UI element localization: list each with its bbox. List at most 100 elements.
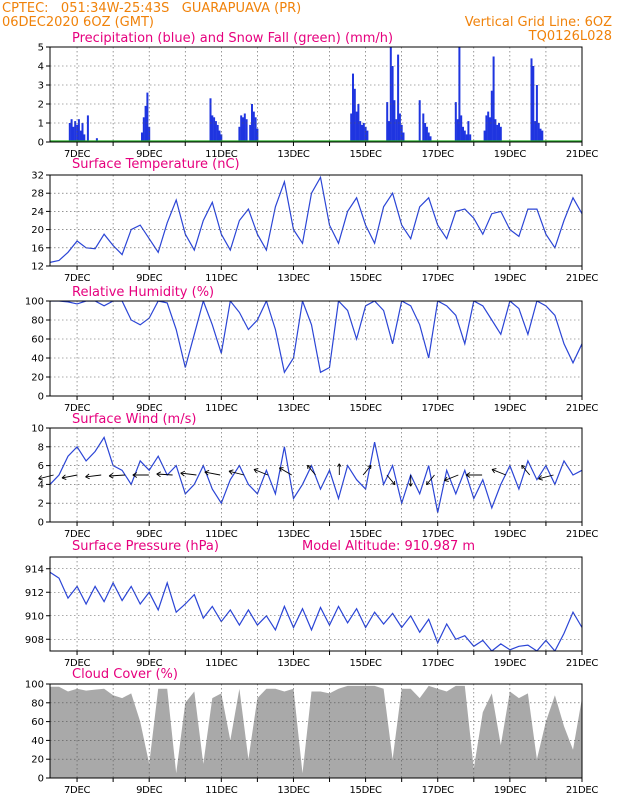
series-line	[50, 177, 582, 262]
rain-bar	[464, 131, 466, 142]
rain-bar	[363, 123, 365, 142]
x-tick-label: 17DEC	[422, 149, 455, 160]
x-tick-label: 11DEC	[205, 403, 238, 414]
cloud-area	[50, 686, 582, 778]
y-tick-label: 12	[31, 262, 44, 273]
y-tick-label: 8	[38, 442, 44, 453]
rain-bar	[392, 66, 394, 142]
x-tick-label: 7DEC	[64, 785, 90, 796]
rain-bar	[536, 85, 538, 142]
rain-bar	[146, 93, 148, 142]
header-date: 06DEC2020 6OZ (GMT)	[2, 15, 154, 30]
rain-bar	[422, 114, 424, 143]
header-grid-note: Vertical Grid Line: 6OZ	[465, 15, 612, 30]
rain-bar	[240, 115, 242, 142]
y-tick-label: 100	[25, 680, 44, 691]
wind-arrow	[109, 475, 125, 476]
rain-bar	[246, 119, 248, 142]
rain-bar	[496, 125, 498, 142]
rain-bar	[462, 127, 464, 142]
rain-bar	[399, 114, 401, 143]
rain-bar	[352, 74, 354, 142]
wind-arrow-head	[62, 478, 66, 480]
rain-bar	[244, 114, 246, 143]
rain-bar	[249, 125, 251, 142]
x-tick-label: 15DEC	[349, 149, 382, 160]
x-tick-label: 17DEC	[422, 658, 455, 669]
rain-bar	[493, 57, 495, 143]
rain-bar	[498, 123, 500, 142]
y-tick-label: 100	[25, 297, 44, 308]
x-tick-label: 17DEC	[422, 785, 455, 796]
rain-bar	[350, 114, 352, 143]
y-tick-label: 908	[25, 635, 44, 646]
x-tick-label: 17DEC	[422, 273, 455, 284]
rain-bar	[215, 121, 217, 142]
rain-bar	[531, 58, 533, 142]
x-tick-label: 15DEC	[349, 273, 382, 284]
data-layer	[50, 686, 582, 778]
rain-bar	[359, 121, 361, 142]
rain-bar	[361, 125, 363, 142]
x-tick-label: 11DEC	[205, 658, 238, 669]
x-tick-label: 13DEC	[277, 658, 310, 669]
y-tick-label: 914	[25, 564, 44, 575]
rain-bar	[455, 102, 457, 142]
y-tick-label: 60	[31, 717, 44, 728]
rain-bar	[238, 127, 240, 142]
y-tick-label: 4	[38, 62, 44, 73]
x-tick-label: 21DEC	[566, 529, 599, 540]
rain-bar	[457, 119, 459, 142]
panel-title: Surface Wind (m/s)	[72, 412, 196, 427]
y-tick-label: 1	[38, 119, 44, 130]
x-tick-label: 15DEC	[349, 403, 382, 414]
y-tick-label: 16	[31, 243, 44, 254]
panel-title: Precipitation (blue) and Snow Fall (gree…	[72, 31, 393, 46]
x-tick-label: 19DEC	[494, 149, 527, 160]
rain-bar	[255, 117, 257, 142]
rain-bar	[242, 117, 244, 142]
rain-bar	[485, 115, 487, 142]
data-layer	[50, 177, 582, 262]
panel-frame	[50, 175, 582, 266]
y-tick-label: 40	[31, 354, 44, 365]
rain-bar	[534, 121, 536, 142]
rain-bar	[72, 127, 74, 142]
rain-bar	[538, 123, 540, 142]
rain-bar	[484, 131, 486, 142]
rain-bar	[71, 119, 73, 142]
grid	[50, 47, 582, 142]
y-tick-label: 912	[25, 588, 44, 599]
rain-bar	[491, 91, 493, 142]
x-tick-label: 9DEC	[136, 273, 162, 284]
y-tick-label: 4	[38, 480, 44, 491]
rain-bar	[356, 112, 358, 142]
panel-title: Cloud Cover (%)	[72, 667, 178, 682]
rain-bar	[74, 121, 76, 142]
y-tick-label: 5	[38, 43, 44, 54]
wind-arrow-head	[394, 481, 395, 485]
y-tick-label: 3	[38, 81, 44, 92]
y-tick-label: 2	[38, 499, 44, 510]
x-tick-label: 13DEC	[277, 403, 310, 414]
rain-bar	[458, 47, 460, 142]
rain-bar	[540, 129, 542, 142]
data-layer	[50, 437, 582, 512]
rain-bar	[390, 47, 392, 142]
wind-arrow-head	[181, 471, 185, 473]
x-tick-label: 9DEC	[136, 785, 162, 796]
rain-bar	[145, 106, 147, 142]
x-tick-label: 11DEC	[205, 273, 238, 284]
rain-bar	[143, 117, 145, 142]
rain-bar	[354, 89, 356, 142]
rain-bar	[419, 100, 421, 142]
y-tick-label: 0	[38, 138, 44, 149]
rain-bar	[494, 119, 496, 142]
y-tick-label: 0	[38, 518, 44, 529]
rain-bar	[487, 112, 489, 142]
y-tick-label: 20	[31, 755, 44, 766]
